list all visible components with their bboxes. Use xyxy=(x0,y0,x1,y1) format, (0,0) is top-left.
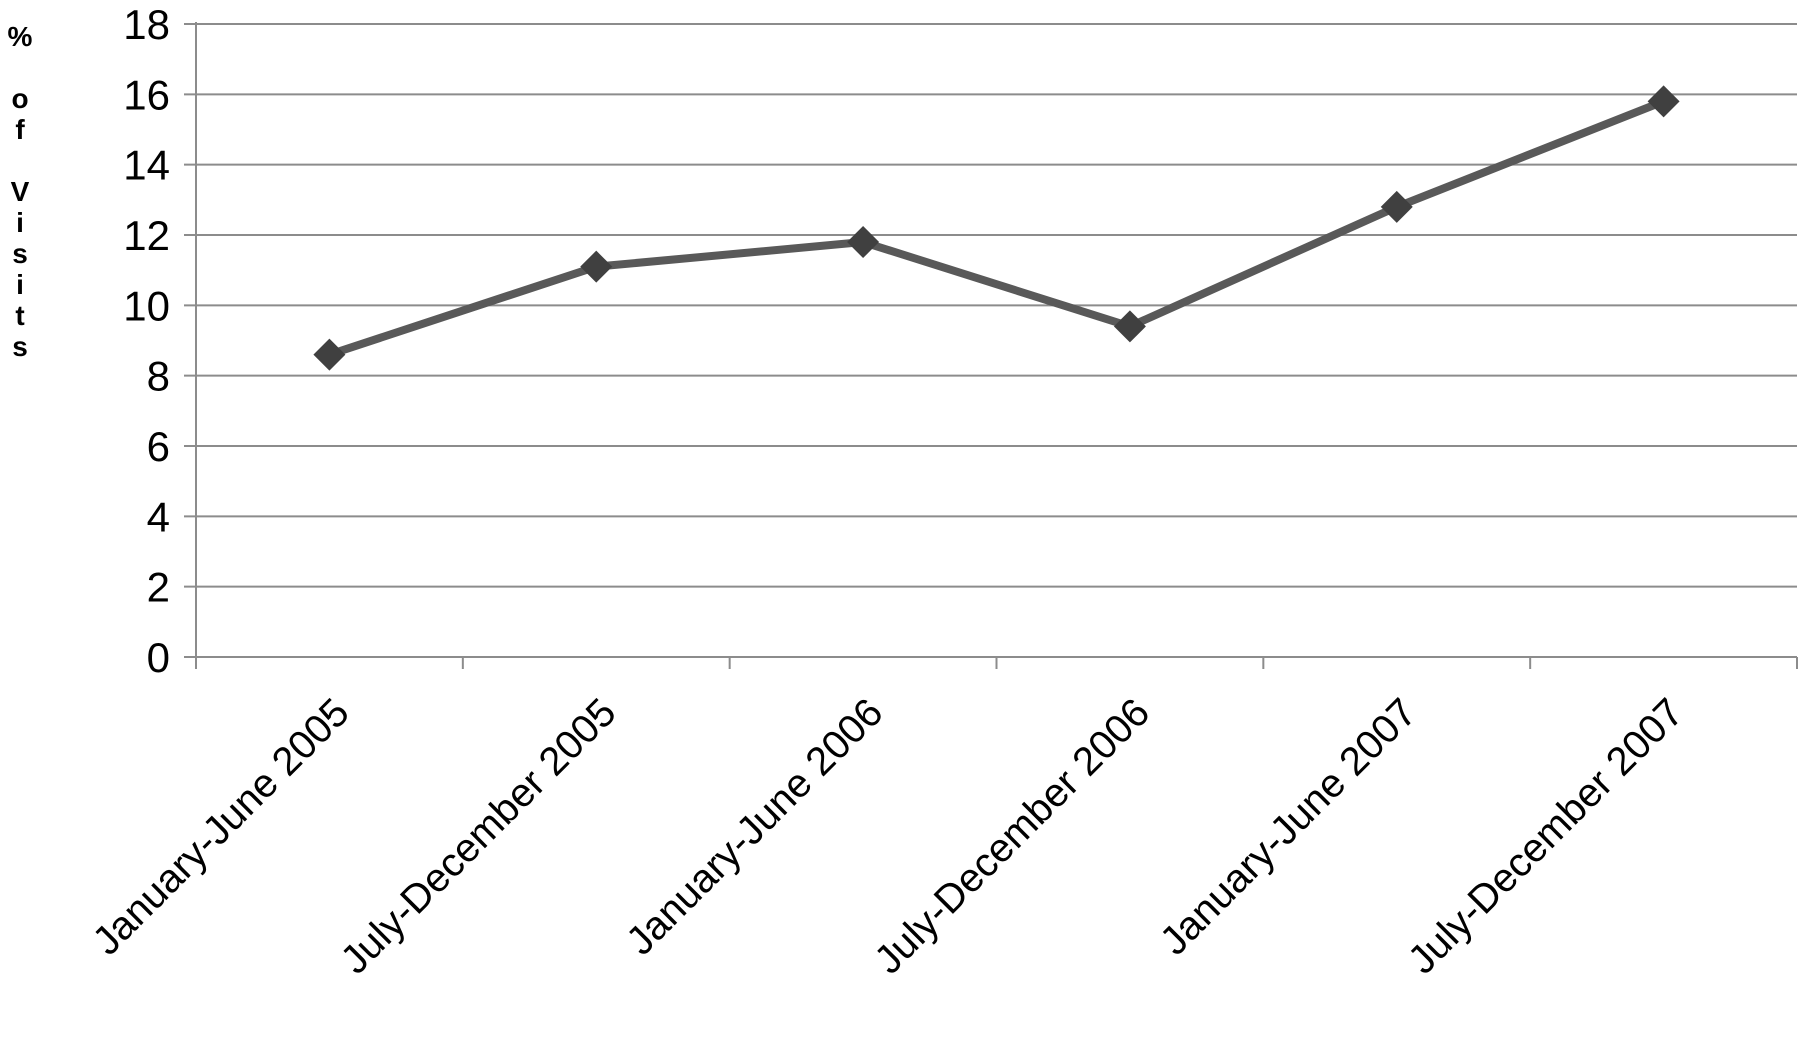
x-tick-label: January-June 2005 xyxy=(85,690,358,963)
x-tick-label: July-December 2006 xyxy=(866,690,1158,982)
data-point-marker xyxy=(313,338,346,371)
gridlines xyxy=(184,23,1797,588)
y-tick-label: 12 xyxy=(123,212,170,259)
y-tick-label: 14 xyxy=(123,142,170,189)
y-axis-label-letter: i xyxy=(16,207,24,238)
data-point-marker xyxy=(1113,310,1146,343)
y-axis-label-letter: % xyxy=(8,21,33,52)
y-axis-label-letter: f xyxy=(15,114,25,145)
x-tick-label: January-June 2007 xyxy=(1152,690,1425,963)
y-axis-label-letter: s xyxy=(12,331,28,362)
y-tick-label: 10 xyxy=(123,282,170,329)
y-axis-label-letter: o xyxy=(11,83,28,114)
series xyxy=(313,85,1680,371)
x-tick-label: July-December 2007 xyxy=(1400,690,1692,982)
y-axis-label-letter: s xyxy=(12,238,28,269)
y-tick-label: 2 xyxy=(147,564,170,611)
x-tick-label: July-December 2005 xyxy=(333,690,625,982)
series-line xyxy=(325,97,1668,359)
y-axis-label-letter: i xyxy=(16,269,24,300)
y-tick-label: 16 xyxy=(123,71,170,118)
data-point-marker xyxy=(1647,85,1680,118)
y-tick-label: 4 xyxy=(147,493,170,540)
y-axis-label-letter: t xyxy=(15,300,24,331)
data-point-marker xyxy=(580,250,613,283)
y-axis-label-letter: V xyxy=(11,176,30,207)
axes xyxy=(184,22,1798,669)
y-tick-label: 8 xyxy=(147,353,170,400)
y-tick-labels: 0 2 4 6 8 10 12 14 16 18 xyxy=(123,1,170,681)
x-tick-label: January-June 2006 xyxy=(618,690,891,963)
y-tick-label: 0 xyxy=(147,634,170,681)
data-point-marker xyxy=(847,226,880,259)
y-tick-label: 18 xyxy=(123,1,170,48)
y-tick-label: 6 xyxy=(147,423,170,470)
data-point-marker xyxy=(1380,190,1413,223)
